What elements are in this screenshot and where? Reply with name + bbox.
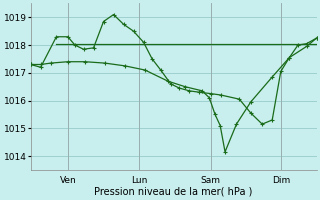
X-axis label: Pression niveau de la mer( hPa ): Pression niveau de la mer( hPa ) <box>94 187 253 197</box>
